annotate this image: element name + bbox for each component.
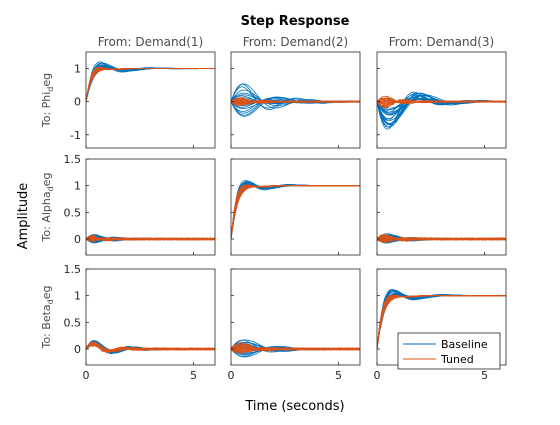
y-tick-label: 0 (74, 96, 81, 109)
subplot-grid: -1 0 1 From: Demand(1) To: Phideg From: Deman… (40, 35, 506, 382)
subplot-r1-c3: From: Demand(3) (377, 35, 506, 148)
row-title: To: Betadeg (40, 286, 55, 350)
x-axis-label: Time (seconds) (244, 399, 344, 414)
x-tick-label: 5 (335, 369, 342, 382)
column-title: From: Demand(2) (243, 35, 348, 49)
x-tick-label: 5 (481, 369, 488, 382)
y-tick-label: 1.5 (64, 263, 82, 276)
y-tick-label: 0.5 (64, 316, 82, 329)
x-tick-label: 0 (228, 369, 235, 382)
subplot-r1-c1: -1 0 1 From: Demand(1) To: Phideg (40, 35, 215, 148)
subplot-r3-c1: 0 0.5 1 1.5 0 5 To: Betadeg (40, 263, 215, 382)
x-tick-label: 0 (374, 369, 381, 382)
chart-title: Step Response (241, 14, 350, 29)
y-axis-label: Amplitude (16, 183, 31, 250)
y-tick-label: -1 (70, 129, 81, 142)
y-tick-label: 0.5 (64, 206, 82, 219)
y-tick-label: 1 (74, 63, 81, 76)
legend: Baseline Tuned (398, 333, 500, 369)
column-title: From: Demand(1) (98, 35, 203, 49)
y-tick-label: 1 (74, 290, 81, 303)
subplot-background (231, 159, 360, 255)
legend-label-tuned: Tuned (440, 353, 474, 366)
x-tick-label: 0 (83, 369, 90, 382)
legend-label-baseline: Baseline (441, 338, 488, 351)
y-tick-label: 0 (74, 233, 81, 246)
x-tick-label: 5 (190, 369, 197, 382)
row-title: To: Phideg (40, 73, 55, 128)
y-tick-label: 1.5 (64, 153, 82, 166)
row-title: To: Alphadeg (40, 173, 55, 243)
column-title: From: Demand(3) (389, 35, 494, 49)
y-tick-label: 1 (74, 180, 81, 193)
y-tick-label: 0 (74, 343, 81, 356)
subplot-r2-c3 (377, 159, 506, 255)
subplot-r1-c2: From: Demand(2) (231, 35, 360, 148)
subplot-r2-c2 (231, 159, 360, 255)
subplot-r2-c1: 0 0.5 1 1.5 To: Alphadeg (40, 153, 215, 255)
